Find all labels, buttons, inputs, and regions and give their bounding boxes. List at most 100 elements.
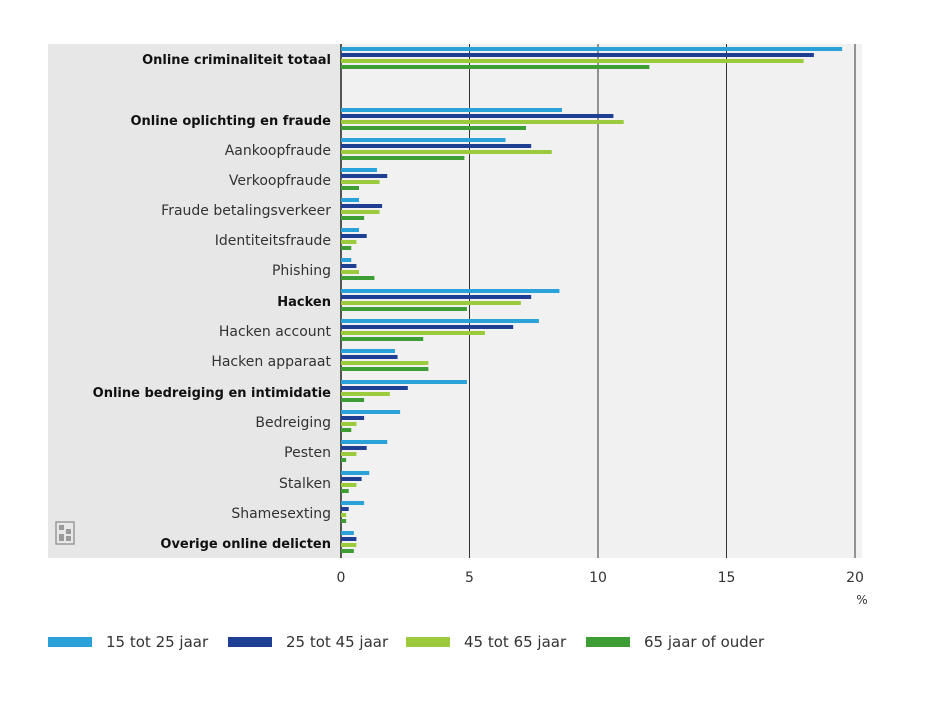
bar: [341, 53, 814, 57]
bar: [341, 428, 352, 432]
bar: [341, 386, 408, 390]
bar: [341, 120, 624, 124]
x-tick-label: 20: [846, 570, 864, 586]
legend-swatch: [48, 637, 92, 647]
bar: [341, 144, 532, 148]
category-label: Phishing: [272, 263, 331, 279]
legend-item: 15 tot 25 jaar: [48, 628, 208, 656]
bar: [341, 65, 650, 69]
legend-item: 65 jaar of ouder: [586, 628, 764, 656]
bar: [341, 446, 367, 450]
bar: [341, 276, 375, 280]
legend-label: 25 tot 45 jaar: [286, 633, 389, 651]
category-label: Online oplichting en fraude: [131, 114, 332, 129]
legend-item: 45 tot 65 jaar: [406, 628, 566, 656]
legend: 15 tot 25 jaar 25 tot 45 jaar 45 tot 65 …: [48, 628, 908, 656]
bar: [341, 138, 506, 142]
bar: [341, 295, 532, 299]
bar: [341, 349, 395, 353]
bar: [341, 416, 365, 420]
bar: [341, 264, 357, 268]
bar: [341, 549, 354, 553]
category-label: Overige online delicten: [160, 537, 331, 552]
bar: [341, 270, 359, 274]
category-label: Identiteitsfraude: [215, 233, 331, 249]
bar: [341, 174, 388, 178]
bar: [341, 355, 398, 359]
category-label: Verkoopfraude: [229, 173, 331, 189]
bar: [341, 398, 365, 402]
bar: [341, 331, 485, 335]
bar: [341, 410, 401, 414]
bar: [341, 489, 349, 493]
bar: [341, 519, 347, 523]
bar: [341, 150, 552, 154]
bar: [341, 380, 467, 384]
category-label: Aankoopfraude: [225, 143, 331, 159]
bar: [341, 337, 424, 341]
cbs-logo-icon: [55, 521, 75, 545]
x-tick-label: 15: [718, 570, 736, 586]
bar: [341, 458, 347, 462]
category-label: Online criminaliteit totaal: [142, 53, 331, 68]
bar: [341, 513, 347, 517]
bar: [341, 531, 354, 535]
bar: [341, 507, 349, 511]
category-label: Hacken account: [219, 324, 332, 340]
bar: [341, 198, 359, 202]
legend-swatch: [406, 637, 450, 647]
bar: [341, 289, 560, 293]
bar: [341, 471, 370, 475]
bar: [341, 258, 352, 262]
bar: [341, 228, 359, 232]
bar: [341, 47, 843, 51]
x-tick-label: 5: [465, 570, 474, 586]
x-axis-unit-label: %: [856, 593, 867, 607]
bar: [341, 180, 380, 184]
legend-swatch: [228, 637, 272, 647]
bar: [341, 156, 465, 160]
category-label: Hacken: [277, 295, 331, 310]
label-panel-background: [48, 44, 341, 558]
bar: [341, 367, 429, 371]
legend-label: 65 jaar of ouder: [644, 633, 765, 651]
bar: [341, 325, 514, 329]
bar: [341, 126, 527, 130]
chart: Online criminaliteit totaal Online oplich…: [48, 44, 868, 607]
bar: [341, 186, 359, 190]
bar: [341, 204, 383, 208]
bar: [341, 210, 380, 214]
legend-label: 45 tot 65 jaar: [464, 633, 567, 651]
legend-label: 15 tot 25 jaar: [106, 633, 209, 651]
legend-swatch: [586, 637, 630, 647]
bar: [341, 440, 388, 444]
bar: [341, 477, 362, 481]
category-label: Shamesexting: [231, 506, 331, 522]
category-label: Online bedreiging en intimidatie: [93, 386, 332, 401]
bar: [341, 543, 357, 547]
bar: [341, 246, 352, 250]
bar: [341, 483, 357, 487]
bar: [341, 361, 429, 365]
bar: [341, 114, 614, 118]
bar: [341, 452, 357, 456]
category-label: Stalken: [279, 476, 331, 492]
bar: [341, 168, 377, 172]
legend-item: 25 tot 45 jaar: [228, 628, 388, 656]
bar: [341, 319, 539, 323]
bar: [341, 234, 367, 238]
category-label: Bedreiging: [255, 415, 331, 431]
category-label: Pesten: [284, 445, 331, 461]
bar: [341, 501, 365, 505]
bar: [341, 392, 390, 396]
bar: [341, 240, 357, 244]
bar: [341, 301, 521, 305]
bar: [341, 216, 365, 220]
bar: [341, 307, 467, 311]
category-label: Fraude betalingsverkeer: [161, 203, 331, 219]
bar: [341, 422, 357, 426]
category-label: Hacken apparaat: [211, 354, 331, 370]
bar: [341, 537, 357, 541]
bar: [341, 108, 563, 112]
bar: [341, 59, 804, 63]
